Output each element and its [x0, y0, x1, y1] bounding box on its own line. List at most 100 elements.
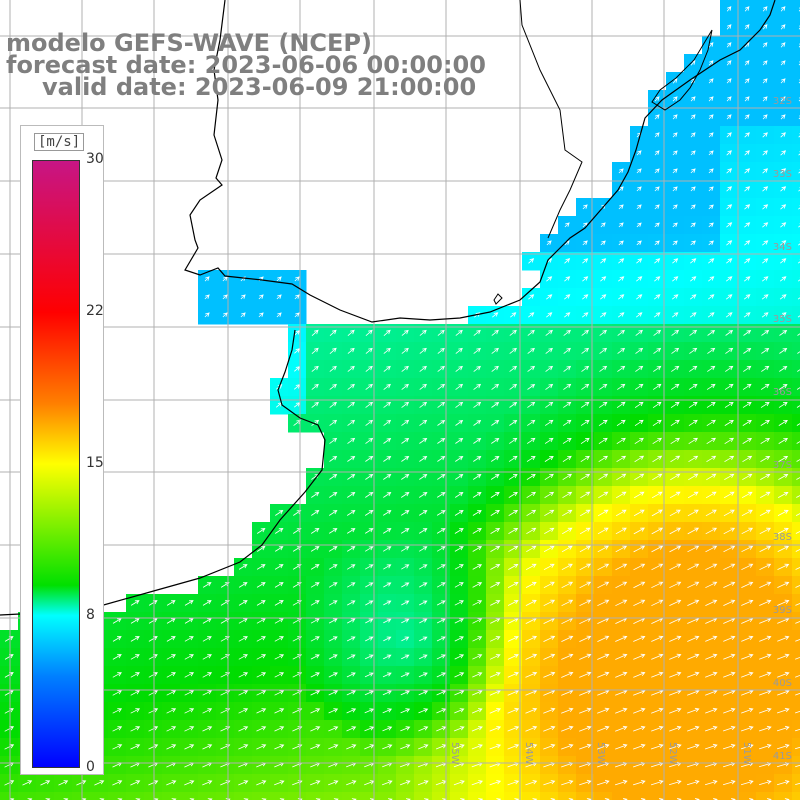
wind-arrow — [597, 671, 610, 678]
wind-arrow — [311, 329, 319, 336]
wind-arrow — [743, 276, 751, 282]
wind-arrow — [489, 726, 502, 732]
wind-arrow — [383, 564, 392, 570]
wind-arrow — [347, 618, 356, 624]
wind-arrow — [777, 653, 790, 660]
wind-arrow — [634, 455, 645, 463]
wind-arrow — [759, 563, 772, 571]
wind-cell — [684, 792, 703, 800]
wind-arrow — [616, 455, 627, 463]
wind-arrow — [634, 401, 644, 409]
wind-arrow — [472, 546, 483, 552]
wind-arrow — [597, 653, 610, 660]
wind-arrow — [490, 636, 501, 642]
wind-arrow — [687, 653, 700, 660]
lon-label: 54W — [523, 742, 534, 765]
wind-arrow — [436, 618, 446, 624]
wind-arrow — [706, 473, 717, 481]
wind-arrow — [130, 690, 141, 696]
wind-arrow — [76, 780, 87, 786]
wind-arrow — [508, 455, 518, 462]
wind-arrow — [741, 545, 754, 553]
wind-arrow — [780, 204, 787, 210]
wind-arrow — [419, 582, 428, 588]
wind-arrow — [668, 743, 682, 750]
wind-arrow — [780, 6, 786, 12]
wind-arrow — [382, 510, 392, 516]
wind-cell — [792, 108, 800, 127]
wind-cell — [234, 792, 253, 800]
wind-arrow — [724, 455, 735, 463]
wind-arrow — [274, 672, 285, 678]
wind-arrow — [256, 780, 267, 786]
wind-arrow — [690, 114, 696, 120]
wind-arrow — [690, 186, 696, 192]
wind-arrow — [779, 312, 787, 318]
wind-arrow — [705, 707, 718, 714]
wind-cell — [504, 792, 523, 800]
wind-cell — [576, 792, 595, 800]
wind-arrow — [202, 654, 212, 660]
wind-arrow — [166, 690, 177, 696]
wind-arrow — [311, 401, 319, 408]
wind-arrow — [382, 744, 393, 750]
wind-arrow — [616, 473, 627, 481]
wind-arrow — [726, 168, 733, 174]
wind-arrow — [561, 545, 573, 553]
wind-arrow — [112, 780, 123, 786]
wind-arrow — [365, 347, 373, 354]
colorbar-unit: [m/s] — [34, 133, 85, 151]
wind-arrow — [582, 294, 589, 300]
wind-arrow — [364, 690, 374, 696]
colorbar-tick-15: 15 — [86, 455, 104, 471]
lat-label: 41S — [773, 751, 792, 762]
wind-arrow — [670, 401, 680, 409]
wind-arrow — [741, 707, 754, 714]
wind-arrow — [184, 690, 195, 696]
wind-arrow — [544, 419, 554, 426]
wind-arrow — [22, 780, 33, 786]
wind-arrow — [708, 42, 714, 48]
wind-arrow — [780, 24, 786, 30]
wind-arrow — [761, 276, 769, 282]
wind-arrow — [256, 600, 266, 606]
wind-arrow — [473, 456, 482, 462]
wind-arrow — [798, 205, 800, 210]
wind-arrow — [742, 419, 752, 426]
wind-arrow — [507, 671, 519, 678]
wind-arrow — [491, 420, 500, 426]
wind-arrow — [526, 509, 537, 517]
wind-arrow — [346, 690, 356, 696]
wind-arrow — [780, 240, 787, 246]
wind-arrow — [759, 509, 771, 517]
wind-arrow — [596, 779, 610, 786]
wind-arrow — [258, 294, 264, 300]
wind-arrow — [527, 329, 535, 336]
wind-arrow — [762, 24, 768, 30]
wind-arrow — [654, 114, 660, 120]
wind-arrow — [527, 401, 536, 408]
wind-arrow — [759, 653, 772, 660]
wind-arrow — [544, 455, 554, 462]
wind-arrow — [726, 132, 732, 138]
wind-arrow — [256, 528, 266, 534]
wind-cell — [792, 162, 800, 181]
wind-arrow — [455, 438, 464, 444]
wind-arrow — [455, 329, 463, 336]
wind-arrow — [310, 636, 320, 642]
wind-arrow — [328, 672, 338, 678]
wind-arrow — [636, 276, 643, 282]
wind-arrow — [436, 528, 446, 534]
wind-arrow — [329, 474, 338, 480]
wind-arrow — [454, 618, 464, 624]
wind-arrow — [528, 312, 535, 318]
wind-arrow — [329, 437, 338, 444]
wind-arrow — [761, 330, 770, 336]
wind-arrow — [310, 726, 321, 732]
wind-arrow — [672, 276, 679, 282]
wind-cell — [792, 360, 800, 379]
wind-arrow — [672, 186, 678, 192]
wind-arrow — [202, 618, 212, 624]
wind-arrow — [472, 510, 482, 516]
wind-arrow — [690, 240, 696, 246]
